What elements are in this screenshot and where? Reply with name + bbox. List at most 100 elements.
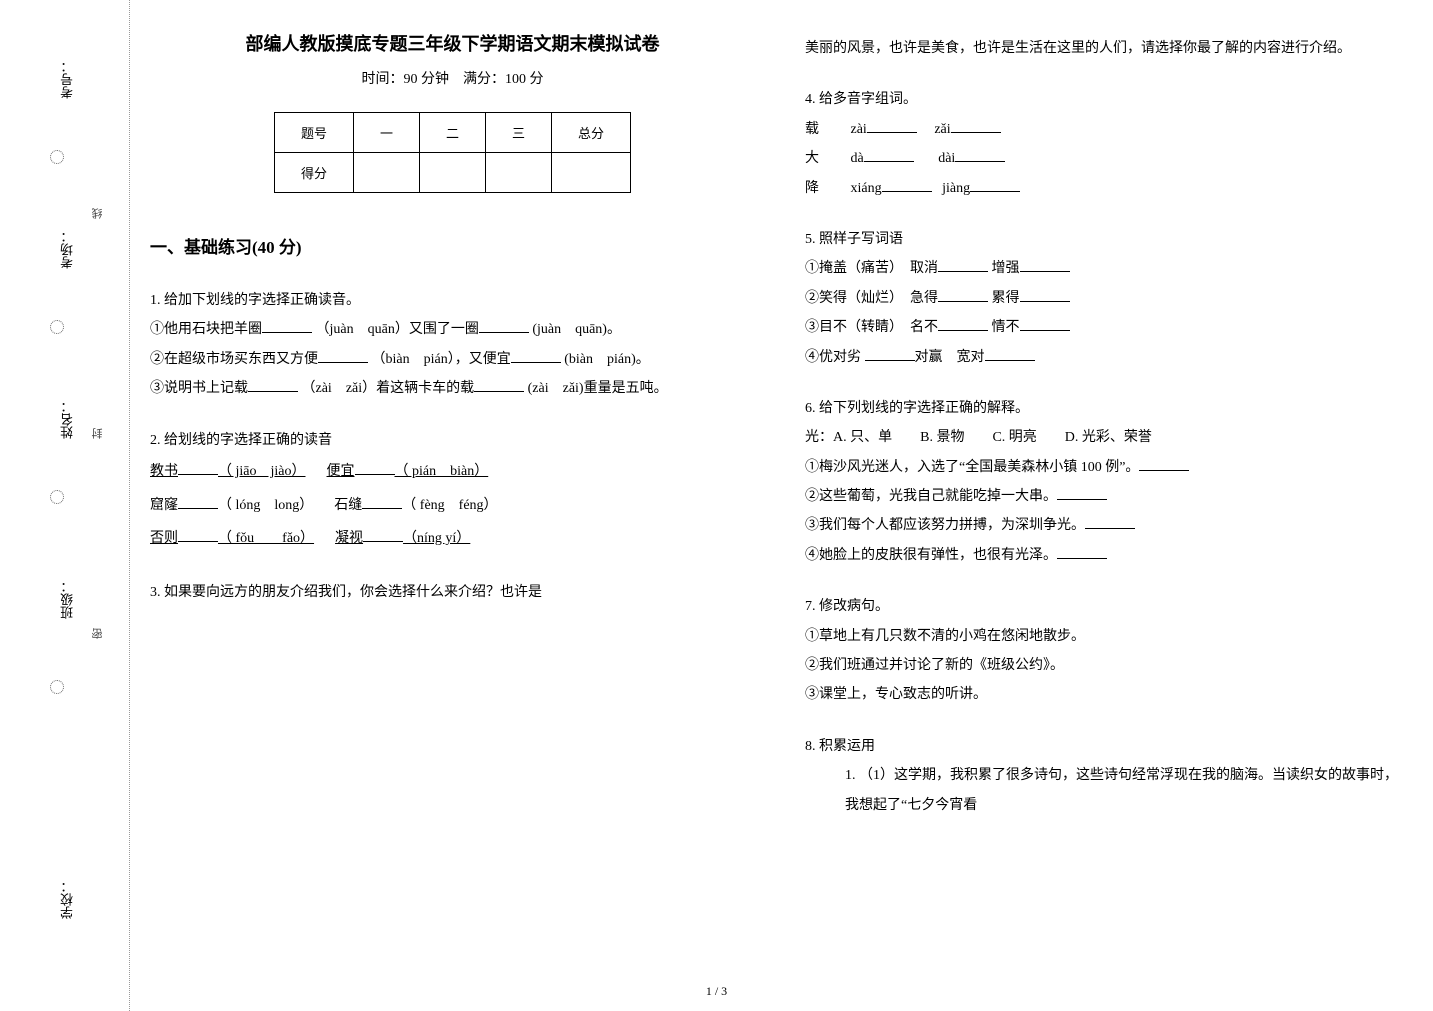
left-column: 部编人教版摸底专题三年级下学期语文期末模拟试卷 时间：90 分钟 满分：100 … [150, 30, 755, 842]
q5-l4b: 对赢 宽对 [915, 350, 985, 365]
q3-right: 美丽的风景，也许是美食，也许是生活在这里的人们，请选择你最了解的内容进行介绍。 [805, 34, 1410, 63]
score-h4: 总分 [552, 113, 631, 153]
binding-column: 考号： 考场： 姓名： 班级： 学校： 线 封 密 [0, 0, 130, 1011]
q2-stem: 2. 给划线的字选择正确的读音 [150, 426, 755, 455]
blank [178, 528, 218, 542]
q4-r1-p1: dà [851, 151, 864, 166]
section-1-title: 一、基础练习(40 分) [150, 233, 755, 258]
q7-l1: ①草地上有几只数不清的小鸡在悠闲地散步。 [805, 622, 1410, 651]
q6-opts: 光：A. 只、单 B. 景物 C. 明亮 D. 光彩、荣誉 [805, 423, 1410, 452]
q8-stem: 8. 积累运用 [805, 732, 1410, 761]
blank [474, 378, 524, 392]
bind-circle-3 [50, 490, 64, 504]
blank [1020, 258, 1070, 272]
bind-label-name: 姓名： [58, 400, 77, 439]
q5-l3b: 情不 [992, 320, 1020, 335]
q3-l1: 3. 如果要向远方的朋友介绍我们，你会选择什么来介绍？也许是 [150, 585, 542, 600]
q1-l1a: ①他用石块把羊圈 [150, 322, 262, 337]
q2-p5: （níng yí） [403, 531, 470, 546]
blank [1139, 457, 1189, 471]
q1-stem: 1. 给加下划线的字选择正确读音。 [150, 286, 755, 315]
q2-w0: 教书 [150, 464, 178, 479]
q7-l2: ②我们班通过并讨论了新的《班级公约》。 [805, 651, 1410, 680]
blank [248, 378, 298, 392]
blank [362, 495, 402, 509]
score-h2: 二 [419, 113, 485, 153]
q2-w1: 便宜 [327, 464, 355, 479]
bind-label-room: 考场： [58, 230, 77, 269]
q4-r0-ch: 载 [805, 122, 819, 137]
q4: 4. 给多音字组词。 载 zài zǎi 大 dà dài 降 xiáng ji… [805, 85, 1410, 203]
q1-l2a: ②在超级市场买东西又方便 [150, 352, 318, 367]
score-v4 [552, 153, 631, 193]
q4-r2-ch: 降 [805, 181, 819, 196]
q2-w2: 窟窿 [150, 498, 178, 513]
score-table: 题号 一 二 三 总分 得分 [274, 112, 631, 193]
blank [1057, 545, 1107, 559]
blank [882, 178, 932, 192]
q3-l2: 美丽的风景，也许是美食，也许是生活在这里的人们，请选择你最了解的内容进行介绍。 [805, 41, 1351, 56]
score-h1: 一 [353, 113, 419, 153]
blank [1020, 317, 1070, 331]
bind-label-class: 班级： [58, 580, 77, 619]
blank [355, 461, 395, 475]
blank [864, 148, 914, 162]
blank [970, 178, 1020, 192]
q4-r1-ch: 大 [805, 151, 819, 166]
q1-l3b: （zài zǎi）着这辆卡车的载 [302, 381, 475, 396]
blank [865, 347, 915, 361]
page-content: 部编人教版摸底专题三年级下学期语文期末模拟试卷 时间：90 分钟 满分：100 … [150, 30, 1410, 842]
q2: 2. 给划线的字选择正确的读音 教书 （ jiāo jiào） 便宜 （ pián … [150, 426, 755, 556]
paper-title: 部编人教版摸底专题三年级下学期语文期末模拟试卷 [150, 30, 755, 56]
q6-l1: ①梅沙风光迷人，入选了“全国最美森林小镇 100 例”。 [805, 460, 1139, 475]
bind-circle-4 [50, 680, 64, 694]
q6-l2: ②这些葡萄，光我自己就能吃掉一大串。 [805, 489, 1057, 504]
blank [363, 528, 403, 542]
blank [955, 148, 1005, 162]
q7-l3: ③课堂上，专心致志的听讲。 [805, 680, 1410, 709]
paper-subtitle: 时间：90 分钟 满分：100 分 [150, 68, 755, 88]
q4-stem: 4. 给多音字组词。 [805, 85, 1410, 114]
blank [938, 317, 988, 331]
bind-circle-1 [50, 150, 64, 164]
page-number: 1 / 3 [706, 984, 727, 999]
blank [951, 119, 1001, 133]
right-column: 美丽的风景，也许是美食，也许是生活在这里的人们，请选择你最了解的内容进行介绍。 … [805, 30, 1410, 842]
q5-l3: ③目不（转睛） 名不 [805, 320, 938, 335]
q5: 5. 照样子写词语 ①掩盖（痛苦） 取消 增强 ②笑得（灿烂） 急得 累得 ③目… [805, 225, 1410, 372]
blank [479, 319, 529, 333]
q7: 7. 修改病句。 ①草地上有几只数不清的小鸡在悠闲地散步。 ②我们班通过并讨论了… [805, 592, 1410, 710]
blank [318, 349, 368, 363]
blank [1085, 515, 1135, 529]
score-v3 [486, 153, 552, 193]
q2-p0: （ jiāo jiào） [218, 464, 306, 479]
q5-l4a: ④优对劣 [805, 350, 865, 365]
blank [1057, 486, 1107, 500]
q2-p2: （ lóng long） [218, 498, 313, 513]
q8-sub: 1. （1）这学期，我积累了很多诗句，这些诗句经常浮现在我的脑海。当读织女的故事… [805, 761, 1410, 820]
q6-stem: 6. 给下列划线的字选择正确的解释。 [805, 394, 1410, 423]
q2-p4: （ fǒu fǎo） [218, 531, 314, 546]
q5-l1: ①掩盖（痛苦） 取消 [805, 261, 938, 276]
blank [938, 288, 988, 302]
score-v0: 得分 [274, 153, 353, 193]
q5-stem: 5. 照样子写词语 [805, 225, 1410, 254]
blank [511, 349, 561, 363]
q1-l3c: (zài zǎi)重量是五吨。 [528, 381, 668, 396]
q6-l3: ③我们每个人都应该努力拼搏，为深圳争光。 [805, 518, 1085, 533]
q2-w3: 石缝 [334, 498, 362, 513]
q1-l3a: ③说明书上记载 [150, 381, 248, 396]
blank [938, 258, 988, 272]
q2-w5: 凝视 [335, 531, 363, 546]
seal-line-2: 封 [90, 420, 106, 439]
q5-l2: ②笑得（灿烂） 急得 [805, 291, 938, 306]
q2-p1: （ pián biàn） [395, 464, 489, 479]
score-row-head: 题号 一 二 三 总分 [274, 113, 630, 153]
score-row-val: 得分 [274, 153, 630, 193]
score-h3: 三 [486, 113, 552, 153]
q4-r1-p2: dài [938, 151, 955, 166]
q4-r0-p2: zǎi [934, 122, 950, 137]
q8: 8. 积累运用 1. （1）这学期，我积累了很多诗句，这些诗句经常浮现在我的脑海… [805, 732, 1410, 820]
q2-p3: （ fèng féng） [402, 498, 497, 513]
blank [262, 319, 312, 333]
